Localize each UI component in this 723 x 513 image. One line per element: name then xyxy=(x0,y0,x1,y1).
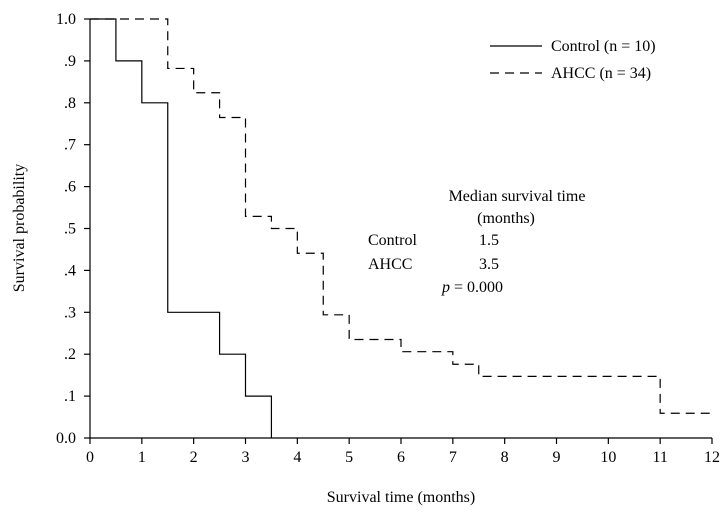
median-survival-annotation: Median survival time (months) Control 1.… xyxy=(368,188,585,296)
annotation-row-control-label: Control xyxy=(368,232,417,249)
x-tick-label: 4 xyxy=(293,449,301,466)
series-layer xyxy=(90,18,712,438)
x-tick-label: 3 xyxy=(242,449,250,466)
y-tick-label: .1 xyxy=(64,388,76,405)
x-axis-title: Survival time (months) xyxy=(327,489,475,506)
y-tick-label: .2 xyxy=(64,346,76,363)
annotation-title-line2: (months) xyxy=(477,210,535,227)
y-tick-label: .8 xyxy=(64,95,76,112)
x-tick-label: 2 xyxy=(190,449,198,466)
x-tick-label: 1 xyxy=(138,449,146,466)
legend-label-control: Control (n = 10) xyxy=(551,38,656,55)
p-symbol: p xyxy=(441,279,450,296)
series-line-control xyxy=(90,18,273,438)
x-tick-label: 8 xyxy=(501,449,509,466)
legend: Control (n = 10) AHCC (n = 34) xyxy=(490,38,656,82)
legend-label-ahcc: AHCC (n = 34) xyxy=(551,65,651,82)
y-tick-label: 0.0 xyxy=(56,430,76,447)
x-tick-label: 6 xyxy=(397,449,405,466)
x-tick-label: 0 xyxy=(86,449,94,466)
annotation-p-value: p = 0.000 xyxy=(441,279,503,296)
x-ticks: 0 1 2 3 4 5 6 7 8 9 10 11 12 xyxy=(86,438,720,466)
x-tick-label: 7 xyxy=(449,449,457,466)
x-tick-label: 11 xyxy=(652,449,667,466)
x-tick-label: 5 xyxy=(345,449,353,466)
annotation-row-ahcc-value: 3.5 xyxy=(479,256,499,273)
y-tick-label: 1.0 xyxy=(56,11,76,28)
x-tick-label: 12 xyxy=(704,449,720,466)
x-tick-label: 10 xyxy=(600,449,616,466)
y-tick-label: .5 xyxy=(64,221,76,238)
x-tick-label: 9 xyxy=(553,449,561,466)
y-tick-label: .7 xyxy=(64,137,76,154)
y-tick-label: .3 xyxy=(64,304,76,321)
y-tick-label: .6 xyxy=(64,179,76,196)
annotation-row-ahcc-label: AHCC xyxy=(368,256,412,273)
y-ticks: 0.0 .1 .2 .3 .4 .5 .6 .7 .8 .9 1.0 xyxy=(56,11,90,447)
annotation-row-control-value: 1.5 xyxy=(479,232,499,249)
annotation-title-line1: Median survival time xyxy=(449,188,586,205)
y-tick-label: .4 xyxy=(64,262,76,279)
y-axis-title: Survival probability xyxy=(11,164,28,292)
series-line-ahcc xyxy=(90,18,712,414)
y-tick-label: .9 xyxy=(64,53,76,70)
p-value-text: = 0.000 xyxy=(450,279,503,296)
